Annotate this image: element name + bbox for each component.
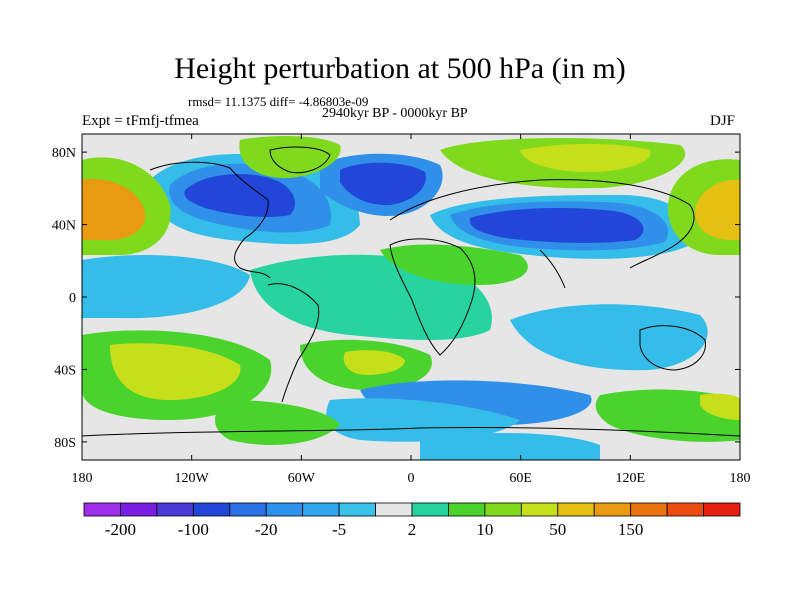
period-subtitle: 2940kyr BP - 0000kyr BP	[322, 106, 468, 121]
lon-tick-label: 60W	[288, 471, 316, 486]
region-atlantic-core	[340, 162, 426, 206]
coastline-north-america	[149, 161, 271, 279]
region-south-atlantic-yellow	[343, 350, 405, 375]
lon-tick-label: 120W	[175, 471, 210, 486]
region-greenland-high	[239, 135, 341, 179]
colorbar-label: 2	[408, 520, 417, 539]
coastline-south-america	[267, 283, 320, 403]
region-south-indian-yellow	[700, 393, 740, 420]
colorbar-swatch	[229, 502, 267, 517]
lat-tick-label: 40S	[54, 363, 76, 378]
region-north-pacific-high-west-core	[82, 179, 146, 241]
lat-tick-label: 80S	[54, 436, 76, 451]
colorbar-label: -100	[178, 520, 209, 539]
colorbar-swatch	[703, 502, 741, 517]
colorbar-label: -20	[255, 520, 278, 539]
region-africa-green	[380, 244, 528, 285]
longitude-ticks: 180 120W 60W 0 60E 120E 180	[72, 134, 751, 486]
lon-tick-label: 180	[730, 471, 751, 486]
lat-tick-label: 40N	[52, 219, 76, 234]
region-indian-ocean-blue	[510, 304, 708, 371]
lon-tick-label: 120E	[616, 471, 646, 486]
region-southern-ocean-light	[326, 398, 520, 442]
colorbar-label: 10	[476, 520, 493, 539]
colorbar-swatch	[375, 502, 413, 517]
colorbar-swatch	[192, 502, 231, 517]
lon-tick-label: 180	[72, 471, 93, 486]
region-asia-core	[469, 208, 644, 243]
colorbar-label: 50	[549, 520, 566, 539]
region-siberia-high-core	[520, 144, 651, 172]
colorbar: -200 -100 -20 -5 2 10 50 150	[83, 502, 741, 539]
latitude-ticks: 80N 40N 0 40S 80S	[52, 146, 740, 451]
colorbar-swatch	[302, 502, 340, 517]
region-south-pacific-high-core	[110, 343, 241, 400]
colorbar-label: -5	[332, 520, 346, 539]
colorbar-swatch	[338, 502, 376, 517]
map-panel	[82, 134, 740, 460]
colorbar-swatch	[411, 502, 449, 517]
colorbar-swatch	[557, 502, 595, 517]
colorbar-swatch	[520, 502, 559, 517]
coastline-antarctica	[82, 426, 740, 437]
region-north-pacific-high-east-core	[695, 179, 740, 241]
coastlines	[82, 146, 740, 437]
lat-tick-label: 80N	[52, 146, 76, 161]
lon-tick-label: 60E	[509, 471, 532, 486]
region-pacific-tropics-blue	[82, 255, 250, 319]
experiment-label: Expt = tFmfj-tfmea	[82, 113, 199, 129]
colorbar-swatch	[630, 502, 668, 517]
coastline-africa	[389, 238, 476, 356]
colorbar-swatch	[593, 502, 632, 517]
colorbar-label: -200	[105, 520, 136, 539]
region-southern-green-band	[215, 400, 340, 445]
lat-tick-label: 0	[69, 291, 76, 306]
colorbar-swatch	[83, 502, 121, 517]
coastline-eurasia	[389, 179, 695, 269]
map-title: Height perturbation at 500 hPa (in m)	[174, 52, 626, 85]
coastline-australia	[639, 325, 706, 371]
coastline-greenland	[269, 146, 331, 174]
colorbar-swatch	[120, 502, 158, 517]
colorbar-swatch	[156, 502, 194, 517]
lon-tick-label: 0	[408, 471, 415, 486]
region-north-america-center	[184, 174, 295, 218]
coastline-india	[539, 249, 566, 289]
colorbar-swatch	[666, 502, 704, 517]
season-label: DJF	[710, 113, 736, 129]
region-antarctic-blue	[420, 433, 600, 460]
colorbar-swatch	[484, 502, 522, 517]
colorbar-swatch	[448, 502, 486, 517]
colorbar-label: 150	[618, 520, 644, 539]
colorbar-swatch	[265, 502, 304, 517]
stats-label: rmsd= 11.1375 diff= -4.86803e-09	[188, 94, 369, 109]
